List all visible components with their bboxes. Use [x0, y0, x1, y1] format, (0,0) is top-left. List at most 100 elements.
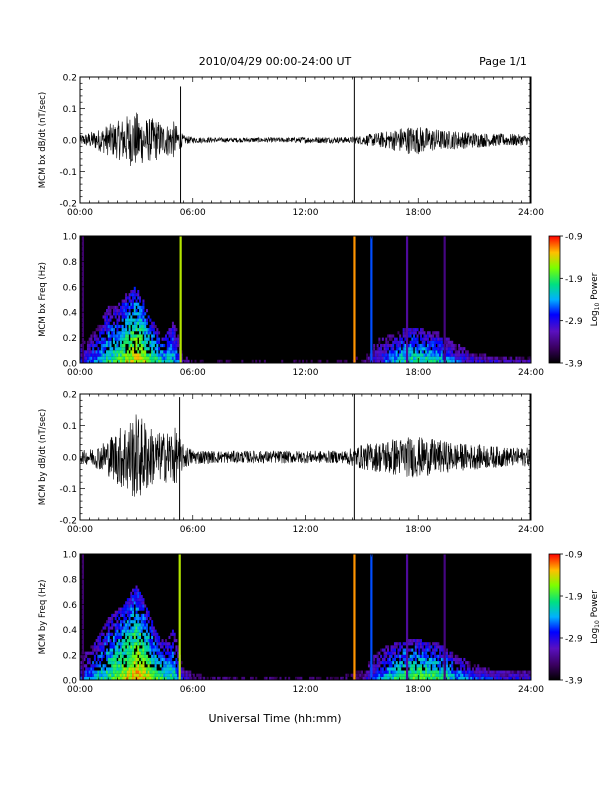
spectrum-cell [489, 356, 492, 360]
spectrum-cell [125, 337, 128, 341]
spectrum-cell [123, 673, 126, 677]
spectrum-cell [123, 613, 126, 617]
spectrum-cell [390, 356, 393, 360]
spectrum-cell [138, 598, 142, 602]
spectrum-cell [106, 312, 109, 316]
spectrum-cell [106, 328, 109, 332]
spectrum-cell [170, 632, 173, 636]
spectrum-cell [133, 642, 136, 646]
spectrum-cell [458, 657, 461, 662]
spectrum-cell [118, 315, 121, 319]
spectrum-cell [86, 347, 89, 351]
spectrum-cell [106, 654, 109, 658]
spectrum-cell [418, 673, 421, 677]
spectrum-cell [126, 667, 129, 671]
spectrum-cell [132, 664, 135, 668]
spectrum-cell [114, 645, 117, 649]
spectrum-cell [421, 651, 424, 655]
spectrum-cell [118, 607, 121, 611]
spectrum-cell [158, 642, 161, 646]
spectrum-cell [144, 617, 147, 621]
spectrum-cell [484, 359, 487, 363]
spectrum-cell [446, 670, 449, 674]
spectrum-cell [182, 667, 185, 671]
spectrum-cell [133, 334, 136, 338]
spectrum-cell [106, 359, 109, 363]
spectrum-cell [135, 664, 138, 668]
spectrum-cell [390, 651, 393, 655]
spectrum-cell [92, 661, 95, 665]
spectrum-cell [102, 667, 105, 671]
spectrum-cell [107, 353, 110, 357]
spectrum-cell [158, 651, 161, 655]
spectrum-cell [90, 350, 93, 354]
spectrum-cell [243, 676, 246, 680]
spectrum-cell [128, 312, 131, 316]
spectrum-cell [355, 673, 358, 677]
spectrum-cell [475, 670, 478, 674]
spectrum-cell [119, 334, 122, 338]
spectrum-cell [419, 337, 423, 341]
spectrum-cell [520, 673, 523, 677]
spectrum-cell [142, 613, 145, 617]
spectrum-cell [435, 334, 438, 338]
spectrum-cell [411, 648, 414, 652]
spectrum-cell [414, 331, 417, 335]
spectrum-cell [352, 676, 355, 680]
spectrum-cell [466, 673, 469, 677]
spectrum-cell [144, 613, 147, 617]
spectrum-cell [112, 337, 115, 341]
spectrum-cell [456, 654, 459, 658]
spectrum-cell [175, 347, 178, 351]
spectrum-cell [473, 356, 476, 360]
spectrum-cell [411, 356, 414, 360]
spectrum-cell [166, 673, 169, 677]
spectrum-cell [428, 667, 431, 671]
spectrum-cell [111, 651, 114, 655]
spectrum-cell [123, 610, 126, 614]
spectrum-cell [137, 350, 140, 354]
spectrum-cell [149, 629, 152, 633]
spectrum-cell [175, 639, 178, 643]
spectrum-cell [374, 664, 377, 668]
spectrum-cell [317, 676, 320, 680]
spectrum-cell [80, 343, 83, 348]
spectrum-cell [151, 645, 154, 649]
spectrum-cell [302, 359, 305, 363]
y-axis-label: MCM by dB/dt (nT/sec) [38, 409, 48, 505]
spectrum-cell [468, 359, 471, 363]
spectrum-cell [112, 331, 115, 335]
spectrum-cell [419, 664, 423, 668]
spectrum-cell [175, 359, 178, 363]
spectrum-cell [421, 331, 424, 335]
spectrum-cell [440, 353, 443, 357]
spectrum-cell [125, 635, 128, 640]
spectrum-cell [171, 353, 174, 357]
spectrum-cell [435, 645, 438, 649]
spectrum-cell [439, 651, 442, 655]
spectrum-cell [400, 645, 403, 649]
spectrum-cell [435, 667, 438, 671]
spectrum-cell [128, 676, 131, 680]
spectrum-cell [400, 350, 403, 354]
spectrum-cell [152, 343, 155, 348]
spectrum-cell [156, 676, 159, 680]
spectrum-cell [135, 629, 138, 633]
spectrum-cell [439, 340, 442, 344]
spectrum-cell [144, 331, 147, 335]
spectrum-cell [152, 667, 155, 671]
spectrum-cell [385, 347, 388, 351]
spectrum-cell [140, 648, 143, 652]
spectrum-cell [430, 654, 433, 658]
spectrum-cell [449, 353, 452, 357]
spectrum-cell [461, 359, 464, 363]
spectrum-cell [133, 289, 136, 294]
spectrum-cell [418, 670, 421, 674]
spectrum-cell [428, 673, 431, 677]
spectrum-cell [123, 623, 126, 627]
spectrum-cell [121, 667, 124, 671]
spectrum-cell [88, 657, 91, 662]
spectrum-cell [463, 353, 466, 357]
spectrum-cell [145, 623, 148, 627]
spectrum-cell [119, 610, 122, 614]
